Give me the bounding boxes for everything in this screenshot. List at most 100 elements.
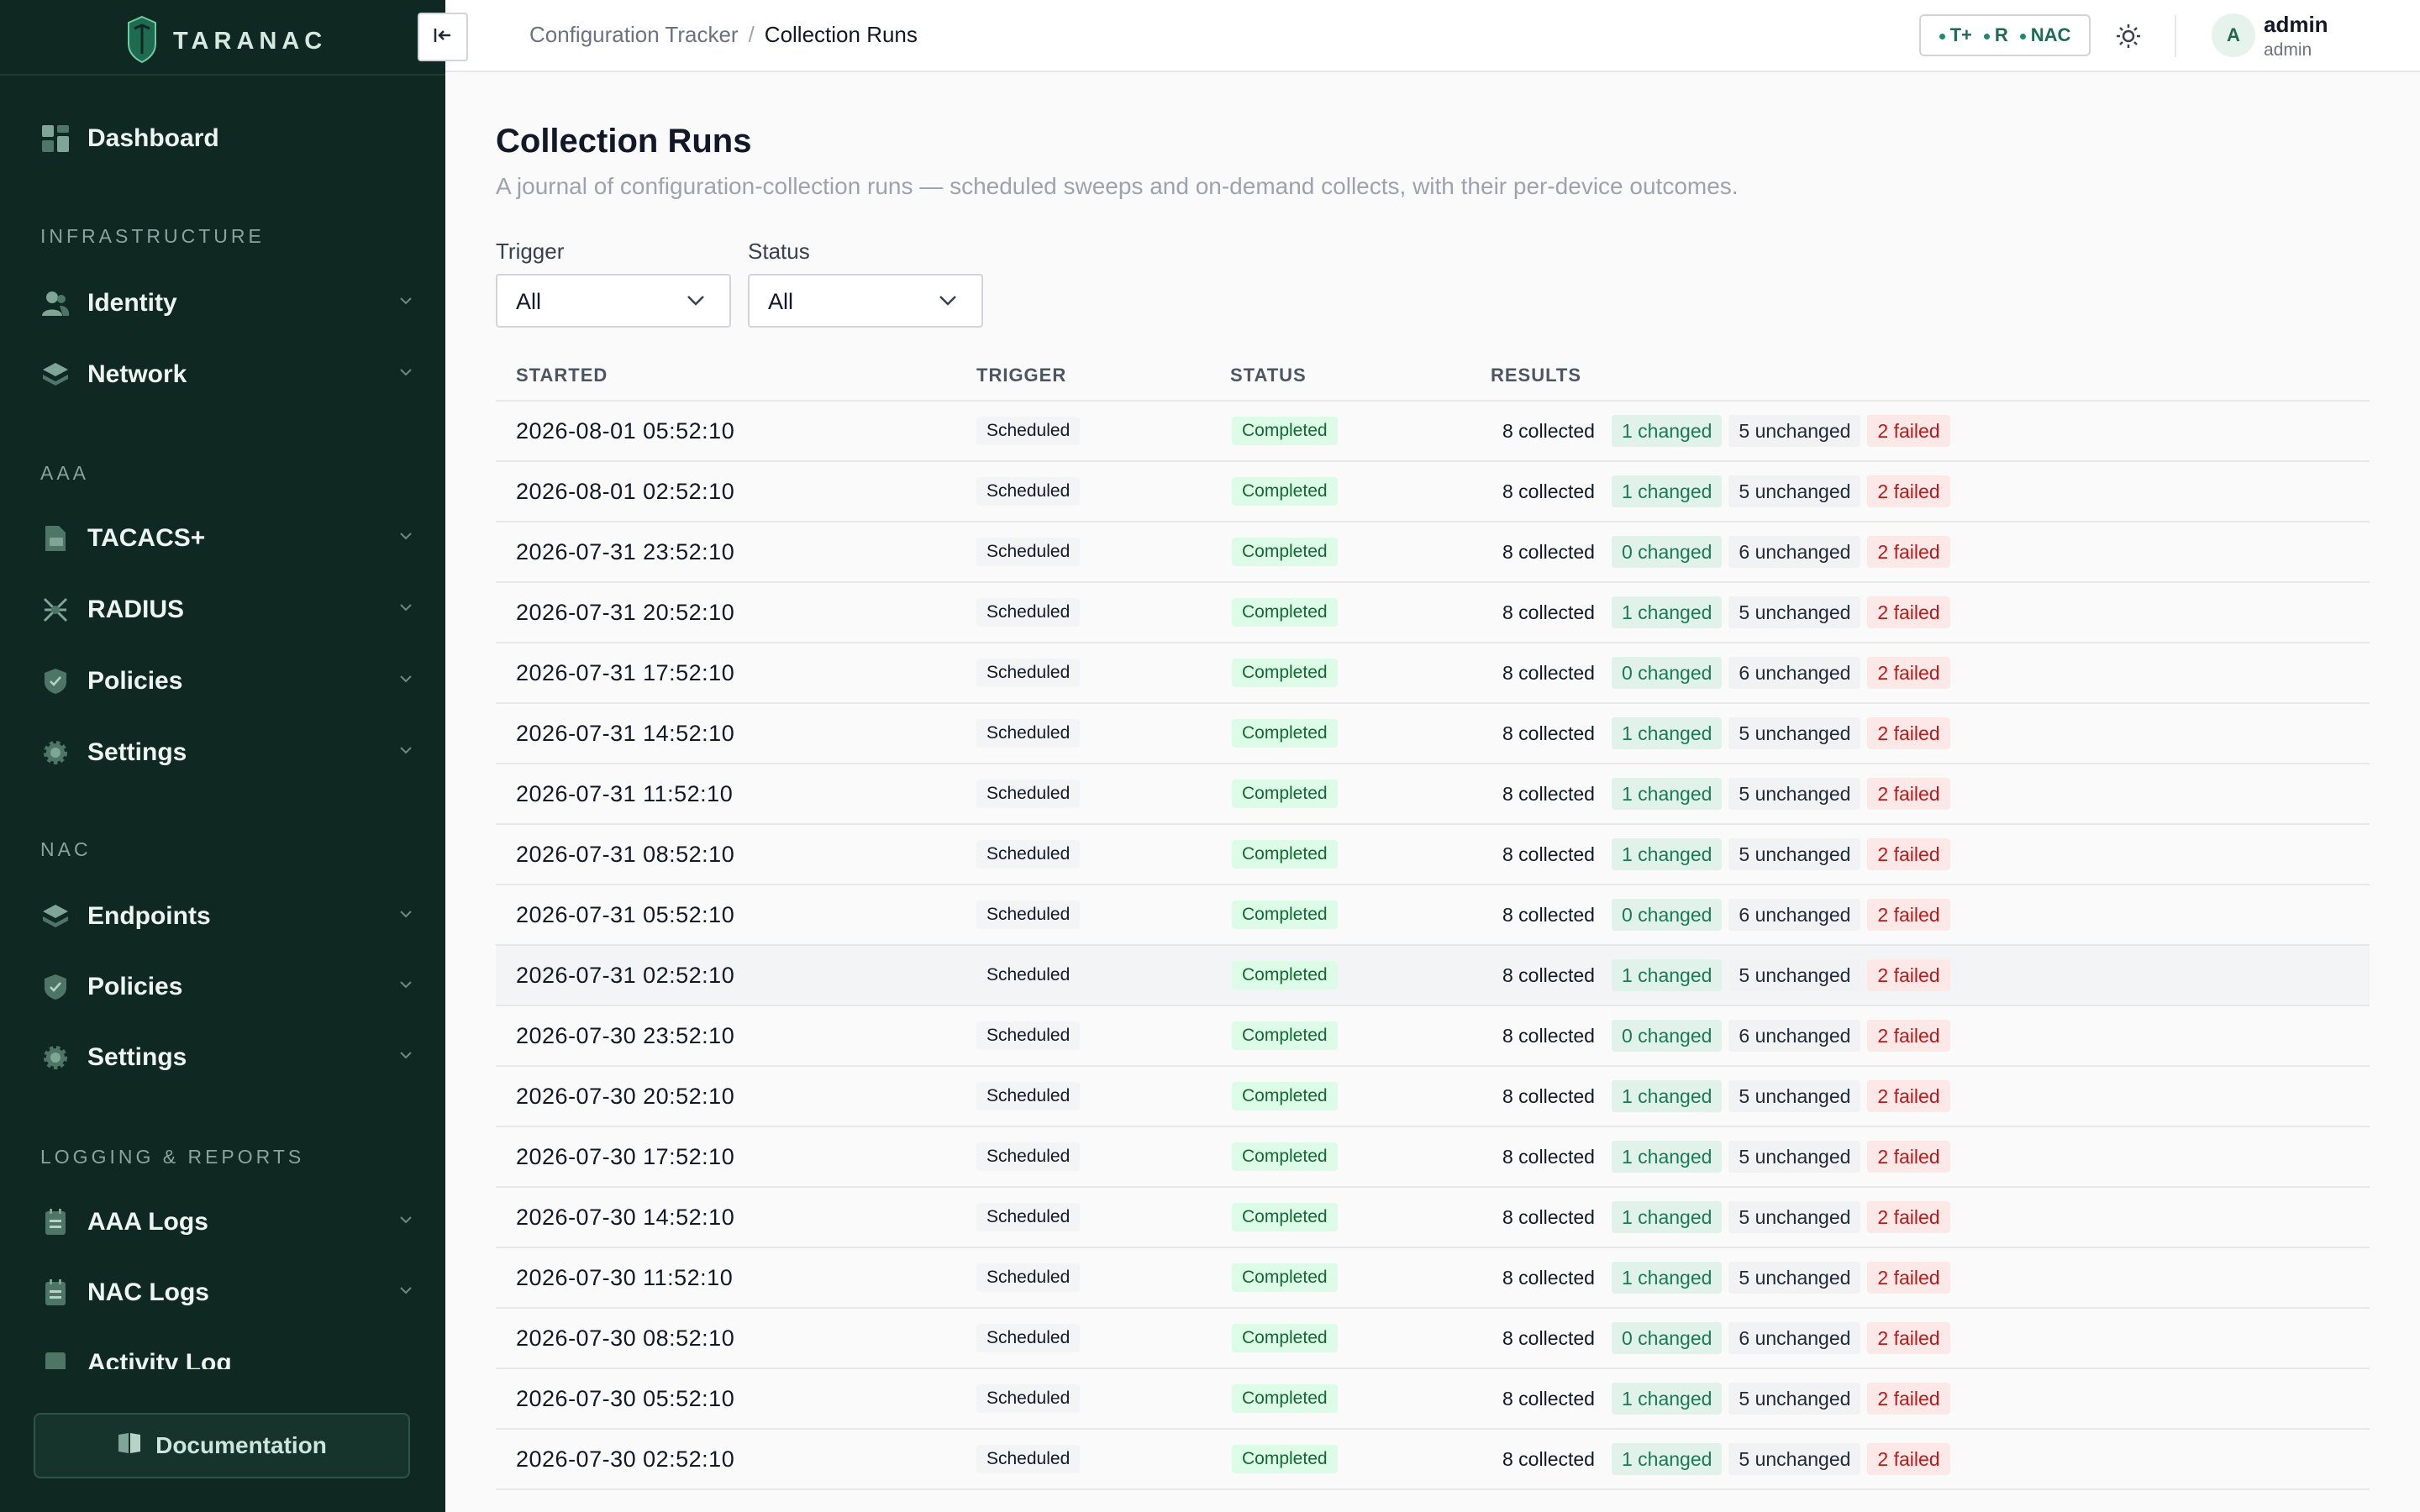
section-infrastructure: INFRASTRUCTURE [40,225,265,247]
sidebar-item-aaa-policies[interactable]: Policies [40,656,413,706]
collected-count: 8 collected [1502,964,1595,986]
unchanged-badge: 5 unchanged [1728,778,1861,810]
sidebar-item-label: Settings [87,1043,187,1071]
sidebar-item-aaa-logs[interactable]: AAA Logs [40,1197,413,1247]
table-row[interactable]: 2026-07-31 17:52:10 Scheduled Completed 8 c… [496,643,2370,704]
column-header-results[interactable]: RESULTS [1491,365,1582,386]
results-cell: 8 collected 1 changed 5 unchanged 2 failed [1492,1443,1950,1475]
sidebar-item-nac-settings[interactable]: Settings [40,1032,413,1083]
brand-name: TARANAC [173,28,328,55]
column-header-started[interactable]: STARTED [516,365,608,386]
chevron-down-icon [398,295,413,310]
table-row[interactable]: 2026-07-31 11:52:10 Scheduled Completed 8 c… [496,764,2370,825]
sidebar-item-label: Settings [87,738,187,766]
unchanged-badge: 6 unchanged [1728,657,1861,689]
table-row[interactable]: 2026-08-01 02:52:10 Scheduled Completed 8 c… [496,462,2370,522]
table-row[interactable]: 2026-07-30 20:52:10 Scheduled Completed 8 c… [496,1067,2370,1127]
started-cell: 2026-07-30 05:52:10 [516,1386,735,1411]
sidebar-item-dashboard[interactable]: Dashboard [40,113,413,164]
table-row[interactable]: 2026-07-30 17:52:10 Scheduled Completed 8 c… [496,1127,2370,1188]
status-badge: Completed [1232,780,1338,808]
table-row[interactable]: 2026-07-31 20:52:10 Scheduled Completed 8 c… [496,583,2370,643]
user-name[interactable]: admin [2264,12,2328,37]
status-dot-icon [1983,33,1990,39]
unchanged-badge: 5 unchanged [1728,415,1861,447]
results-cell: 8 collected 1 changed 5 unchanged 2 failed [1492,838,1950,870]
started-cell: 2026-07-31 11:52:10 [516,781,734,806]
column-header-trigger[interactable]: TRIGGER [976,365,1067,386]
trigger-badge: Scheduled [976,1384,1081,1413]
trigger-filter-select[interactable]: All [496,274,731,328]
table-row[interactable]: 2026-07-31 05:52:10 Scheduled Completed 8 c… [496,885,2370,946]
sidebar-item-label: Dashboard [87,124,219,152]
trigger-badge: Scheduled [976,1324,1081,1352]
sidebar-item-nac-policies[interactable]: Policies [40,962,413,1012]
gear-icon [40,738,71,768]
sidebar-item-activity-log[interactable]: Activity Log [40,1338,413,1369]
sidebar-item-radius[interactable]: RADIUS [40,585,413,635]
sidebar-item-network[interactable]: Network [40,349,413,400]
table-row[interactable]: 2026-07-31 08:52:10 Scheduled Completed 8 c… [496,825,2370,885]
avatar[interactable]: A [2212,13,2255,57]
users-icon [40,288,71,318]
status-filter-select[interactable]: All [748,274,983,328]
unchanged-badge: 6 unchanged [1728,1322,1861,1354]
brand[interactable]: TARANAC [126,15,327,68]
table-row[interactable]: 2026-07-30 14:52:10 Scheduled Completed 8 c… [496,1188,2370,1248]
sidebar-item-identity[interactable]: Identity [40,278,413,328]
collapse-sidebar-button[interactable] [418,13,468,61]
changed-badge: 1 changed [1611,1383,1723,1415]
started-cell: 2026-07-31 23:52:10 [516,539,735,564]
documentation-label: Documentation [155,1432,327,1458]
failed-badge: 2 failed [1867,838,1950,870]
shield-check-icon [40,666,71,696]
changed-badge: 1 changed [1611,1080,1723,1112]
collected-count: 8 collected [1502,420,1595,442]
table-row[interactable]: 2026-07-30 02:52:10 Scheduled Completed 8 c… [496,1430,2370,1490]
chevron-down-icon [398,366,413,381]
layers-icon [40,901,71,932]
chevron-down-icon [398,979,413,994]
status-badge: Completed [1232,598,1338,627]
breadcrumb: Configuration Tracker / Collection Runs [529,22,918,48]
trigger-badge: Scheduled [976,840,1081,869]
sidebar-item-nac-logs[interactable]: NAC Logs [40,1268,413,1318]
unchanged-badge: 5 unchanged [1728,959,1861,991]
layers-icon [40,360,71,390]
breadcrumb-current: Collection Runs [764,22,918,47]
breadcrumb-parent[interactable]: Configuration Tracker [529,22,739,47]
dashboard-icon [40,123,71,154]
results-cell: 8 collected 1 changed 5 unchanged 2 failed [1492,1141,1950,1173]
column-header-status[interactable]: STATUS [1230,365,1307,386]
table-row[interactable]: 2026-07-30 08:52:10 Scheduled Completed 8 c… [496,1309,2370,1369]
sidebar-item-tacacs[interactable]: TACACS+ [40,513,413,564]
chevron-down-icon [938,294,958,312]
chevron-down-icon [398,601,413,617]
trigger-badge: Scheduled [976,719,1081,748]
started-cell: 2026-07-31 05:52:10 [516,902,735,927]
trigger-badge: Scheduled [976,780,1081,808]
shield-check-icon [40,972,71,1002]
table-row[interactable]: 2026-07-30 11:52:10 Scheduled Completed 8 c… [496,1248,2370,1309]
table-row[interactable]: 2026-07-31 14:52:10 Scheduled Completed 8 c… [496,704,2370,764]
service-status-indicator[interactable]: T+ R NAC [1919,14,2091,56]
trigger-filter-label: Trigger [496,239,565,264]
table-row[interactable]: 2026-08-01 05:52:10 Scheduled Completed 8 c… [496,402,2370,462]
sidebar-item-label: Policies [87,973,183,1000]
sidebar-item-aaa-settings[interactable]: Settings [40,727,413,778]
sidebar: TARANAC Dashboard INFRASTRUCTURE Identit… [0,0,445,1512]
started-cell: 2026-07-31 14:52:10 [516,721,735,746]
trigger-badge: Scheduled [976,1203,1081,1231]
results-cell: 8 collected 0 changed 6 unchanged 2 failed [1492,899,1950,931]
table-row[interactable]: 2026-07-30 05:52:10 Scheduled Completed 8 c… [496,1369,2370,1430]
theme-toggle-button[interactable] [2114,22,2143,55]
status-badge: Completed [1232,659,1338,687]
documentation-button[interactable]: Documentation [34,1413,410,1478]
table-row[interactable]: 2026-07-31 02:52:10 Scheduled Completed 8 c… [496,946,2370,1006]
table-row[interactable]: 2026-07-31 23:52:10 Scheduled Completed 8 c… [496,522,2370,583]
table-row[interactable]: 2026-07-30 23:52:10 Scheduled Completed 8 c… [496,1006,2370,1067]
sidebar-item-endpoints[interactable]: Endpoints [40,891,413,942]
topbar [445,0,2420,72]
status-badge: Completed [1232,1263,1338,1292]
started-cell: 2026-08-01 02:52:10 [516,479,735,504]
